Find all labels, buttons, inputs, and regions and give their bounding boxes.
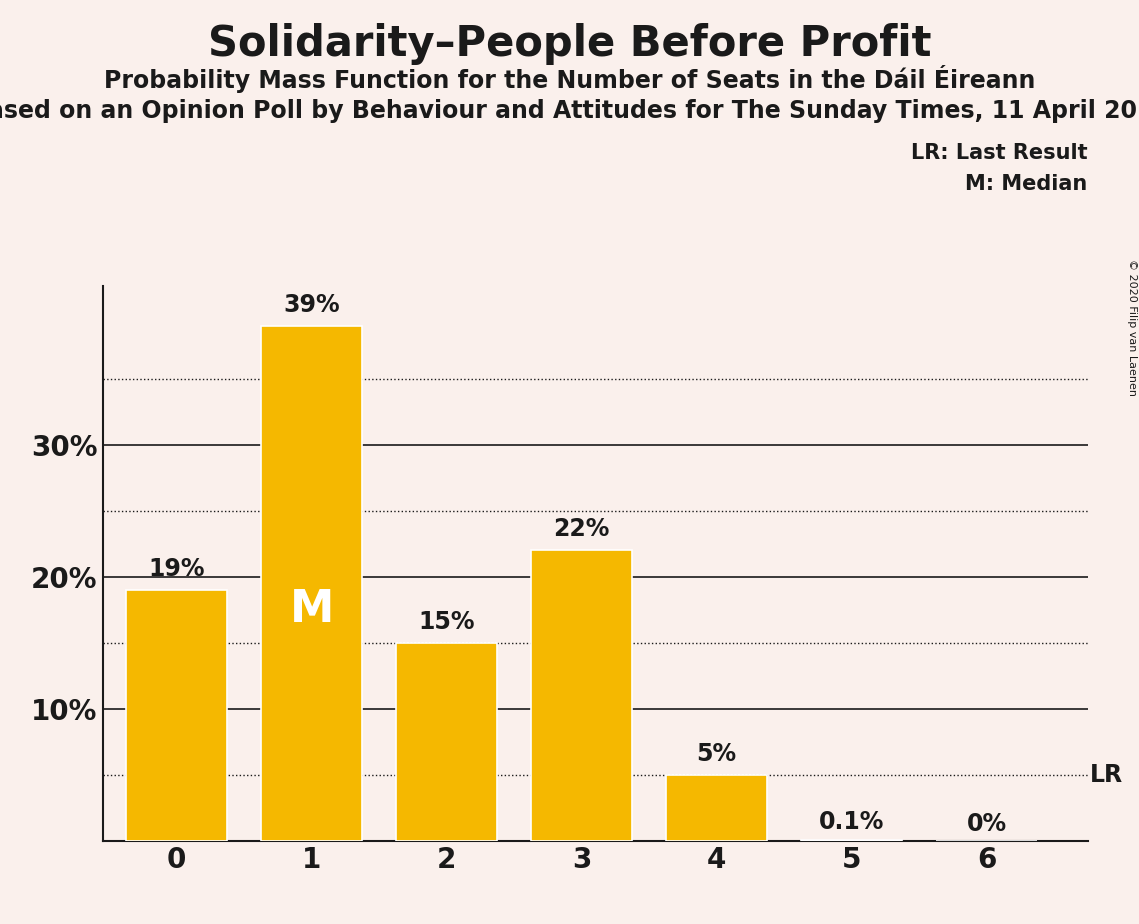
Text: M: M xyxy=(289,588,334,631)
Text: Solidarity–People Before Profit: Solidarity–People Before Profit xyxy=(207,23,932,65)
Bar xyxy=(261,326,362,841)
Bar xyxy=(531,551,632,841)
Text: Probability Mass Function for the Number of Seats in the Dáil Éireann: Probability Mass Function for the Number… xyxy=(104,65,1035,92)
Bar xyxy=(396,643,498,841)
Text: 22%: 22% xyxy=(554,517,609,541)
Text: Based on an Opinion Poll by Behaviour and Attitudes for The Sunday Times, 11 Apr: Based on an Opinion Poll by Behaviour an… xyxy=(0,99,1139,123)
Text: 5%: 5% xyxy=(697,742,737,766)
Text: LR: Last Result: LR: Last Result xyxy=(911,143,1088,164)
Bar xyxy=(126,590,228,841)
Text: LR: LR xyxy=(1090,763,1123,787)
Text: M: Median: M: Median xyxy=(966,174,1088,194)
Text: 19%: 19% xyxy=(148,557,205,581)
Bar xyxy=(801,840,902,841)
Text: © 2020 Filip van Laenen: © 2020 Filip van Laenen xyxy=(1126,259,1137,395)
Bar xyxy=(666,775,768,841)
Text: 0.1%: 0.1% xyxy=(819,810,884,834)
Text: 0%: 0% xyxy=(967,811,1007,835)
Text: 39%: 39% xyxy=(284,293,341,317)
Text: 15%: 15% xyxy=(418,610,475,634)
